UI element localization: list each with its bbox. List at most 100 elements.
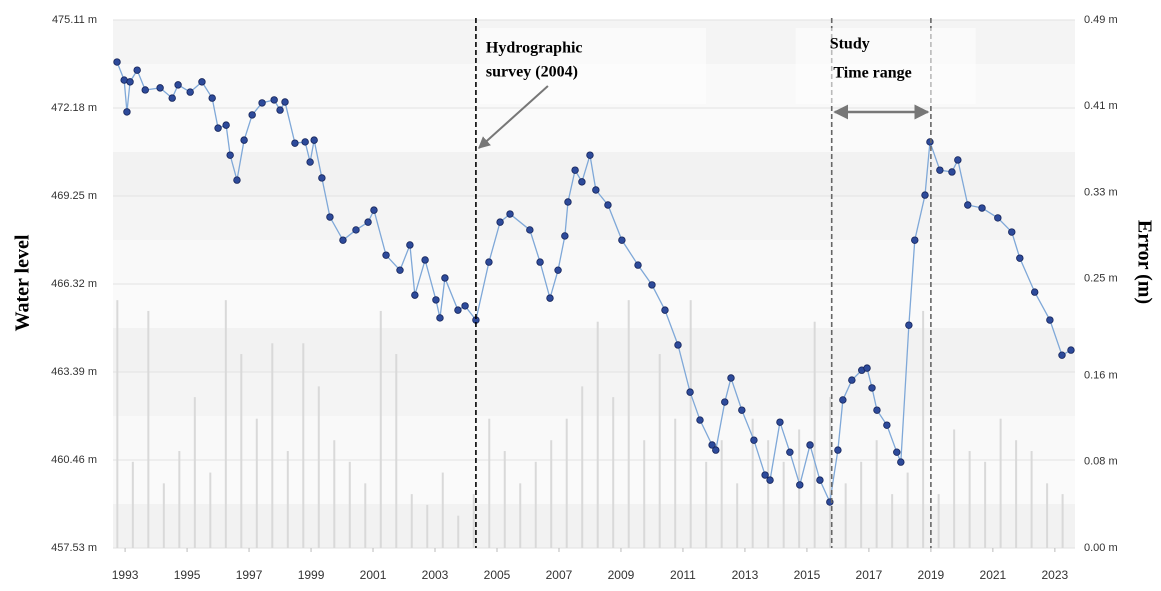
- error-bar: [193, 397, 196, 548]
- point: [897, 458, 905, 466]
- point: [848, 376, 856, 384]
- error-bar: [333, 440, 336, 548]
- point: [1008, 228, 1016, 236]
- error-bar: [875, 440, 878, 548]
- point: [318, 174, 326, 182]
- x-tick-label: 2021: [980, 568, 1007, 582]
- point: [310, 136, 318, 144]
- point: [648, 281, 656, 289]
- x-tick-label: 1997: [236, 568, 263, 582]
- point: [1046, 316, 1054, 324]
- point: [911, 236, 919, 244]
- point: [893, 448, 901, 456]
- point: [454, 306, 462, 314]
- point: [674, 341, 682, 349]
- x-tick-label: 2007: [546, 568, 573, 582]
- annotation-text: Study: [830, 36, 870, 53]
- point: [618, 236, 626, 244]
- error-bar: [968, 451, 971, 548]
- point: [339, 236, 347, 244]
- point: [571, 166, 579, 174]
- band: [113, 328, 1075, 372]
- x-tick-label: 2009: [608, 568, 635, 582]
- point: [634, 261, 642, 269]
- point: [578, 178, 586, 186]
- point: [926, 138, 934, 146]
- point: [396, 266, 404, 274]
- error-bar: [1061, 494, 1064, 548]
- error-bar: [643, 440, 646, 548]
- x-tick-label: 2001: [360, 568, 387, 582]
- point: [948, 168, 956, 176]
- error-bar: [271, 343, 274, 548]
- point: [326, 213, 334, 221]
- point: [727, 374, 735, 382]
- point: [921, 191, 929, 199]
- point: [561, 232, 569, 240]
- error-bar: [674, 418, 677, 548]
- error-bar: [519, 483, 522, 548]
- point: [301, 138, 309, 146]
- point: [436, 314, 444, 322]
- error-bar: [255, 418, 258, 548]
- error-bar: [410, 494, 413, 548]
- point: [816, 476, 824, 484]
- point: [868, 384, 876, 392]
- point: [604, 201, 612, 209]
- point: [233, 176, 241, 184]
- y-tick-label: 457.53 m: [51, 542, 97, 554]
- point: [156, 84, 164, 92]
- point: [661, 306, 669, 314]
- x-tick-label: 2023: [1042, 568, 1069, 582]
- annotation-text: Hydrographic: [486, 40, 583, 57]
- error-bar: [162, 483, 165, 548]
- arrow: [478, 85, 549, 149]
- point: [536, 258, 544, 266]
- point: [786, 448, 794, 456]
- error-bar: [488, 418, 491, 548]
- y2-axis-label: Error (m): [1133, 220, 1155, 304]
- point: [712, 446, 720, 454]
- point: [554, 266, 562, 274]
- point: [936, 166, 944, 174]
- point: [214, 124, 222, 132]
- error-bar: [612, 397, 615, 548]
- x-tick-label: 2013: [732, 568, 759, 582]
- y2-tick-label: 0.08 m: [1084, 456, 1118, 468]
- y-axis-label: Water level: [12, 234, 34, 331]
- point: [776, 418, 784, 426]
- annotation-box: [795, 28, 976, 104]
- y-tick-label: 475.11 m: [52, 14, 97, 26]
- y2-tick-label: 0.49 m: [1084, 14, 1118, 26]
- error-bar: [906, 472, 909, 548]
- point: [281, 98, 289, 106]
- error-bar: [736, 483, 739, 548]
- band: [113, 284, 1075, 328]
- band: [113, 372, 1075, 416]
- error-bar: [999, 418, 1002, 548]
- point: [863, 364, 871, 372]
- error-bar: [860, 461, 863, 548]
- point: [883, 421, 891, 429]
- y2-tick-label: 0.41 m: [1084, 100, 1118, 112]
- x-tick-label: 2005: [484, 568, 511, 582]
- point: [461, 302, 469, 310]
- error-bar: [705, 461, 708, 548]
- error-bar: [798, 429, 801, 548]
- band: [113, 196, 1075, 240]
- point: [1031, 288, 1039, 296]
- point: [208, 94, 216, 102]
- point: [1016, 254, 1024, 262]
- y2-tick-label: 0.33 m: [1084, 186, 1118, 198]
- error-bar: [302, 343, 305, 548]
- error-bar: [984, 461, 987, 548]
- point: [526, 226, 534, 234]
- band: [113, 460, 1075, 504]
- point: [198, 78, 206, 86]
- error-bar: [689, 300, 692, 548]
- point: [750, 436, 758, 444]
- point: [496, 218, 504, 226]
- y-tick-label: 469.25 m: [51, 190, 97, 202]
- point: [994, 214, 1002, 222]
